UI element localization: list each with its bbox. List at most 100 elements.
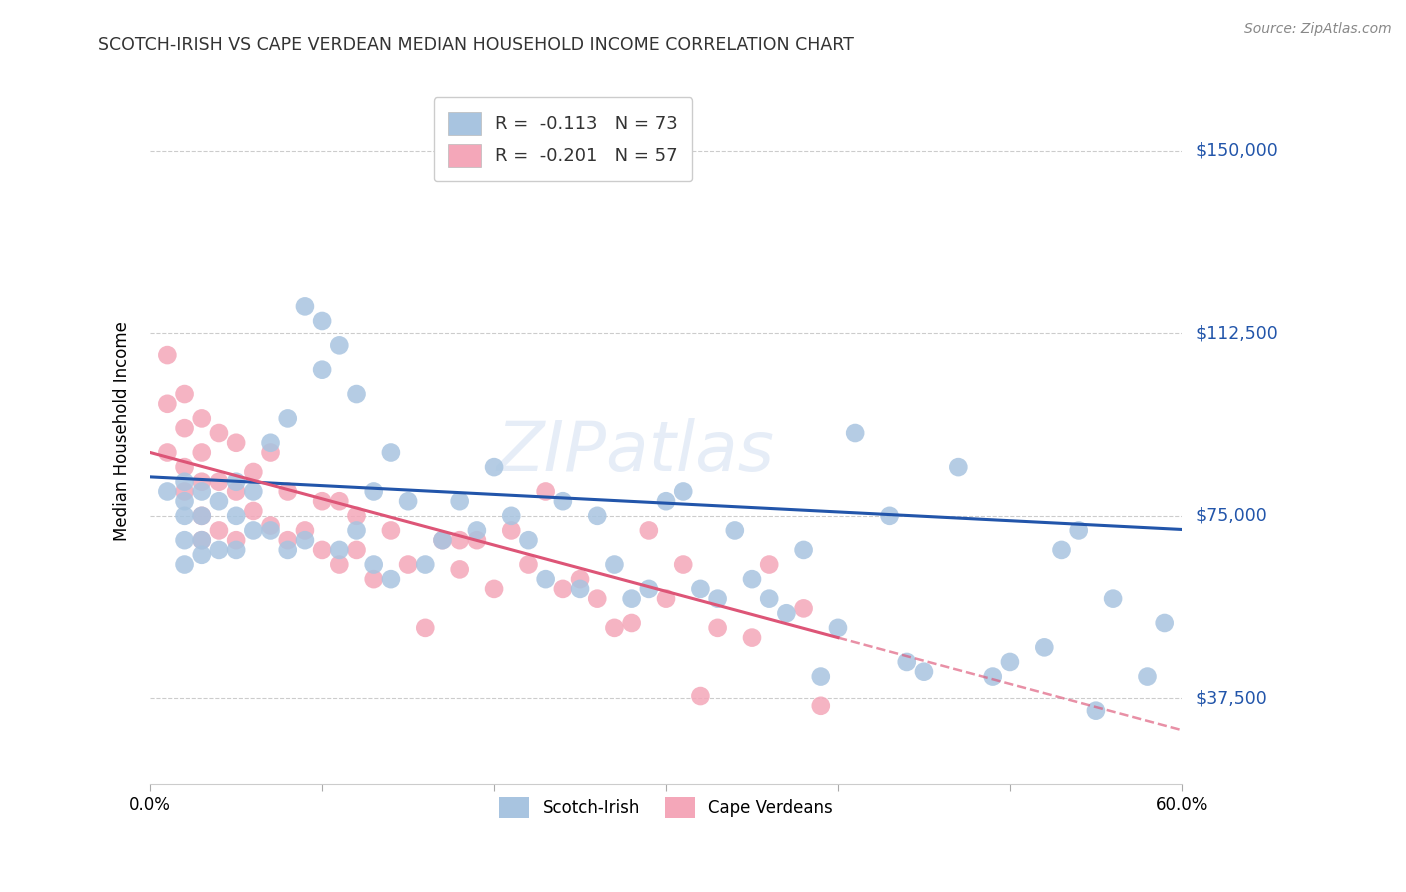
Point bbox=[346, 508, 368, 523]
Point bbox=[1067, 524, 1090, 538]
Legend: Scotch-Irish, Cape Verdeans: Scotch-Irish, Cape Verdeans bbox=[492, 790, 839, 825]
Point bbox=[225, 435, 247, 450]
Point bbox=[672, 558, 695, 572]
Point bbox=[501, 524, 523, 538]
Point bbox=[363, 484, 385, 499]
Point bbox=[637, 582, 659, 596]
Point bbox=[741, 631, 763, 645]
Point bbox=[156, 348, 179, 362]
Point bbox=[190, 508, 212, 523]
Point bbox=[259, 435, 281, 450]
Point bbox=[173, 387, 195, 401]
Point bbox=[655, 494, 678, 508]
Text: $150,000: $150,000 bbox=[1195, 142, 1278, 160]
Point bbox=[225, 508, 247, 523]
Point bbox=[328, 558, 350, 572]
Point bbox=[346, 387, 368, 401]
Point bbox=[363, 572, 385, 586]
Point bbox=[311, 362, 333, 376]
Text: ZIPatlas: ZIPatlas bbox=[496, 418, 775, 485]
Point bbox=[311, 494, 333, 508]
Point bbox=[294, 299, 316, 313]
Point bbox=[793, 543, 815, 558]
Point bbox=[173, 508, 195, 523]
Text: $112,500: $112,500 bbox=[1195, 324, 1278, 343]
Point bbox=[208, 475, 231, 489]
Point bbox=[948, 460, 970, 475]
Point bbox=[534, 572, 557, 586]
Point bbox=[517, 533, 540, 548]
Point bbox=[1136, 669, 1159, 683]
Point bbox=[259, 518, 281, 533]
Point bbox=[277, 484, 299, 499]
Point bbox=[346, 524, 368, 538]
Point bbox=[569, 572, 592, 586]
Point bbox=[311, 314, 333, 328]
Point bbox=[896, 655, 918, 669]
Point bbox=[346, 543, 368, 558]
Point bbox=[517, 558, 540, 572]
Point bbox=[603, 621, 626, 635]
Point bbox=[432, 533, 454, 548]
Point bbox=[208, 494, 231, 508]
Point bbox=[173, 484, 195, 499]
Point bbox=[156, 445, 179, 459]
Point bbox=[689, 582, 711, 596]
Point bbox=[793, 601, 815, 615]
Point bbox=[311, 543, 333, 558]
Point bbox=[208, 543, 231, 558]
Point bbox=[413, 621, 436, 635]
Point bbox=[413, 558, 436, 572]
Point bbox=[396, 558, 419, 572]
Point bbox=[380, 524, 402, 538]
Point bbox=[190, 411, 212, 425]
Point bbox=[380, 445, 402, 459]
Point bbox=[242, 484, 264, 499]
Point bbox=[1102, 591, 1125, 606]
Point bbox=[190, 508, 212, 523]
Point bbox=[173, 533, 195, 548]
Point bbox=[603, 558, 626, 572]
Point bbox=[706, 621, 728, 635]
Point bbox=[242, 465, 264, 479]
Point bbox=[432, 533, 454, 548]
Point bbox=[396, 494, 419, 508]
Point bbox=[156, 484, 179, 499]
Text: $75,000: $75,000 bbox=[1195, 507, 1268, 524]
Point bbox=[586, 591, 609, 606]
Point bbox=[259, 445, 281, 459]
Point bbox=[741, 572, 763, 586]
Point bbox=[242, 524, 264, 538]
Point bbox=[225, 484, 247, 499]
Text: $37,500: $37,500 bbox=[1195, 690, 1268, 707]
Point bbox=[724, 524, 747, 538]
Point bbox=[775, 606, 797, 620]
Point bbox=[173, 460, 195, 475]
Point bbox=[672, 484, 695, 499]
Point bbox=[328, 338, 350, 352]
Point bbox=[810, 669, 832, 683]
Point bbox=[482, 460, 505, 475]
Point bbox=[706, 591, 728, 606]
Point bbox=[879, 508, 901, 523]
Point bbox=[998, 655, 1021, 669]
Y-axis label: Median Household Income: Median Household Income bbox=[114, 320, 131, 541]
Point bbox=[465, 524, 488, 538]
Point bbox=[208, 425, 231, 440]
Point bbox=[190, 548, 212, 562]
Point bbox=[1084, 704, 1107, 718]
Point bbox=[225, 475, 247, 489]
Point bbox=[655, 591, 678, 606]
Point bbox=[758, 591, 780, 606]
Point bbox=[190, 484, 212, 499]
Text: SCOTCH-IRISH VS CAPE VERDEAN MEDIAN HOUSEHOLD INCOME CORRELATION CHART: SCOTCH-IRISH VS CAPE VERDEAN MEDIAN HOUS… bbox=[98, 36, 855, 54]
Point bbox=[449, 533, 471, 548]
Point bbox=[173, 558, 195, 572]
Point bbox=[242, 504, 264, 518]
Point bbox=[225, 543, 247, 558]
Point bbox=[363, 558, 385, 572]
Point bbox=[620, 591, 643, 606]
Point bbox=[465, 533, 488, 548]
Point bbox=[586, 508, 609, 523]
Point bbox=[294, 524, 316, 538]
